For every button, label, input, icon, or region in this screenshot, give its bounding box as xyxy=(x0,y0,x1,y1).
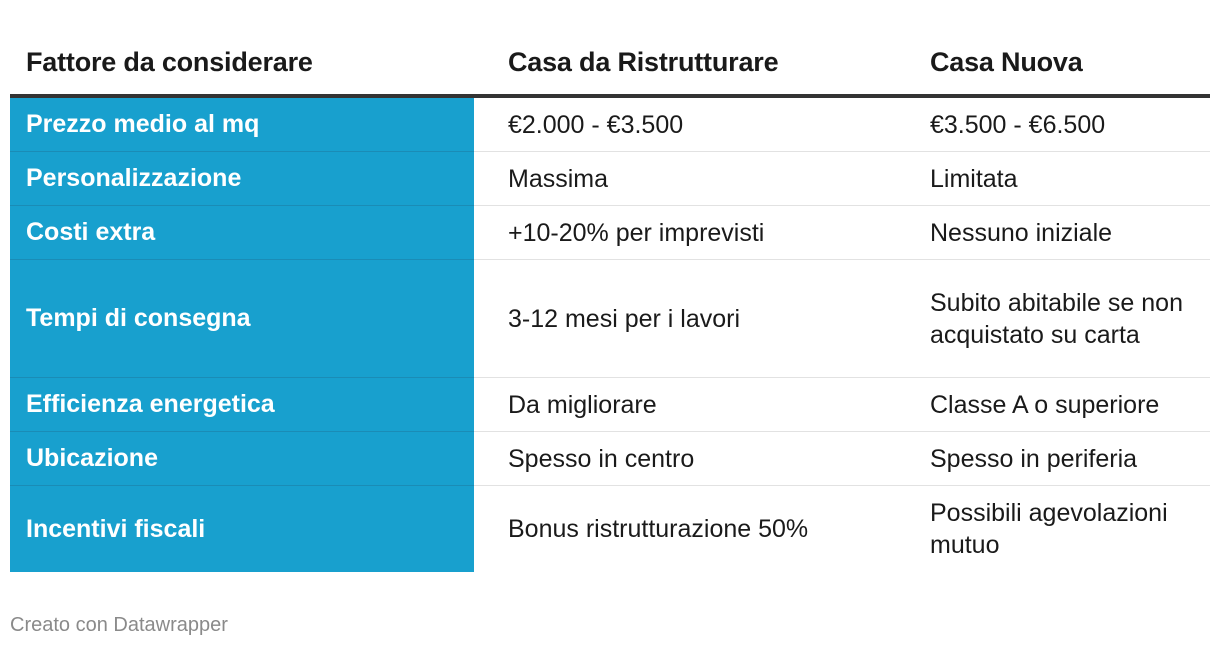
factor-cell: Incentivi fiscali xyxy=(10,486,474,572)
header-factor: Fattore da considerare xyxy=(26,46,313,77)
ristrutturare-cell: Massima xyxy=(474,152,896,206)
table-row: Prezzo medio al mq €2.000 - €3.500 €3.50… xyxy=(10,98,1210,152)
nuova-cell: Possibili agevolazioni mutuo xyxy=(930,499,1168,559)
factor-cell: Tempi di consegna xyxy=(10,260,474,378)
ristrutturare-cell: Spesso in centro xyxy=(474,432,896,486)
nuova-cell: Classe A o superiore xyxy=(896,378,1210,432)
table-row: Tempi di consegna 3-12 mesi per i lavori… xyxy=(10,260,1210,378)
factor-cell: Efficienza energetica xyxy=(10,378,474,432)
factor-cell: Prezzo medio al mq xyxy=(10,98,474,152)
table-row: Efficienza energetica Da migliorare Clas… xyxy=(10,378,1210,432)
table-row: Incentivi fiscali Bonus ristrutturazione… xyxy=(10,486,1210,572)
factor-cell: Costi extra xyxy=(10,206,474,260)
table-header-row: Fattore da considerare Casa da Ristruttu… xyxy=(10,30,1210,98)
factor-cell: Ubicazione xyxy=(10,432,474,486)
nuova-cell: €3.500 - €6.500 xyxy=(896,98,1210,152)
datawrapper-credit[interactable]: Creato con Datawrapper xyxy=(10,614,228,636)
nuova-cell: Spesso in periferia xyxy=(896,432,1210,486)
factor-cell: Personalizzazione xyxy=(10,152,474,206)
ristrutturare-cell: 3-12 mesi per i lavori xyxy=(474,260,896,378)
table-row: Costi extra +10-20% per imprevisti Nessu… xyxy=(10,206,1210,260)
table-row: Ubicazione Spesso in centro Spesso in pe… xyxy=(10,432,1210,486)
nuova-cell: Subito abitabile se non acquistato su ca… xyxy=(896,260,1210,378)
ristrutturare-cell: €2.000 - €3.500 xyxy=(474,98,896,152)
ristrutturare-cell: +10-20% per imprevisti xyxy=(474,206,896,260)
header-casa-ristrutturare: Casa da Ristrutturare xyxy=(508,46,779,77)
comparison-table: Fattore da considerare Casa da Ristruttu… xyxy=(10,30,1210,572)
header-casa-nuova: Casa Nuova xyxy=(930,46,1083,77)
ristrutturare-cell: Bonus ristrutturazione 50% xyxy=(508,515,809,543)
nuova-cell: Limitata xyxy=(896,152,1210,206)
ristrutturare-cell: Da migliorare xyxy=(474,378,896,432)
table-row: Personalizzazione Massima Limitata xyxy=(10,152,1210,206)
nuova-cell: Nessuno iniziale xyxy=(896,206,1210,260)
